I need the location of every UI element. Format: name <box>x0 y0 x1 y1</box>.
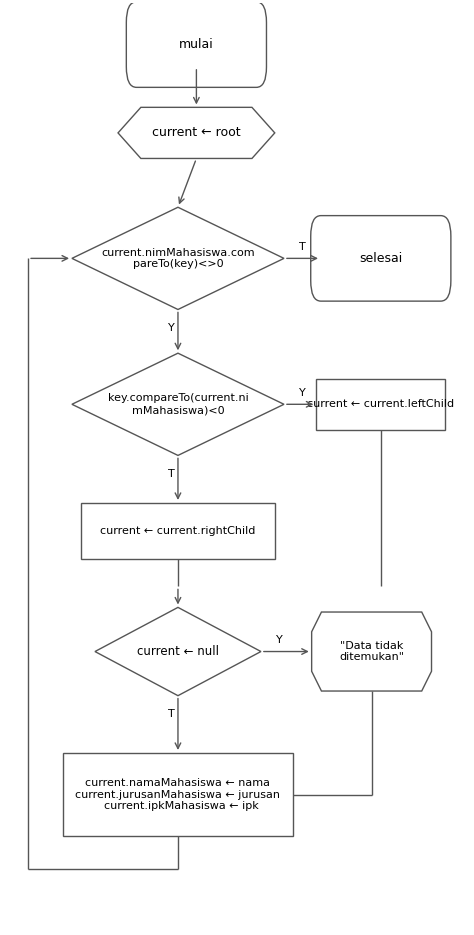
Text: T: T <box>299 242 306 252</box>
Text: key.compareTo(current.ni
mMahasiswa)<0: key.compareTo(current.ni mMahasiswa)<0 <box>108 394 248 415</box>
Polygon shape <box>72 353 284 455</box>
Text: Y: Y <box>276 636 283 645</box>
Text: Y: Y <box>168 324 174 333</box>
Polygon shape <box>118 108 275 158</box>
Bar <box>63 753 293 837</box>
Bar <box>81 503 275 558</box>
Text: T: T <box>168 710 174 719</box>
Text: current ← null: current ← null <box>137 645 219 658</box>
FancyBboxPatch shape <box>311 216 451 301</box>
FancyBboxPatch shape <box>127 2 266 87</box>
Text: mulai: mulai <box>179 38 214 51</box>
Text: selesai: selesai <box>359 252 402 265</box>
Text: current.nimMahasiswa.com
pareTo(key)<>0: current.nimMahasiswa.com pareTo(key)<>0 <box>101 248 255 269</box>
Text: T: T <box>168 469 174 479</box>
Text: "Data tidak
ditemukan": "Data tidak ditemukan" <box>339 640 404 662</box>
Text: current ← current.rightChild: current ← current.rightChild <box>100 525 255 536</box>
Text: current ← current.leftChild: current ← current.leftChild <box>307 399 455 410</box>
Bar <box>316 379 446 430</box>
Polygon shape <box>72 208 284 309</box>
Polygon shape <box>95 608 261 696</box>
Polygon shape <box>311 612 431 691</box>
Text: Y: Y <box>299 388 306 398</box>
Text: current.namaMahasiswa ← nama
current.jurusanMahasiswa ← jurusan
  current.ipkMah: current.namaMahasiswa ← nama current.jur… <box>75 778 281 812</box>
Text: current ← root: current ← root <box>152 126 241 139</box>
